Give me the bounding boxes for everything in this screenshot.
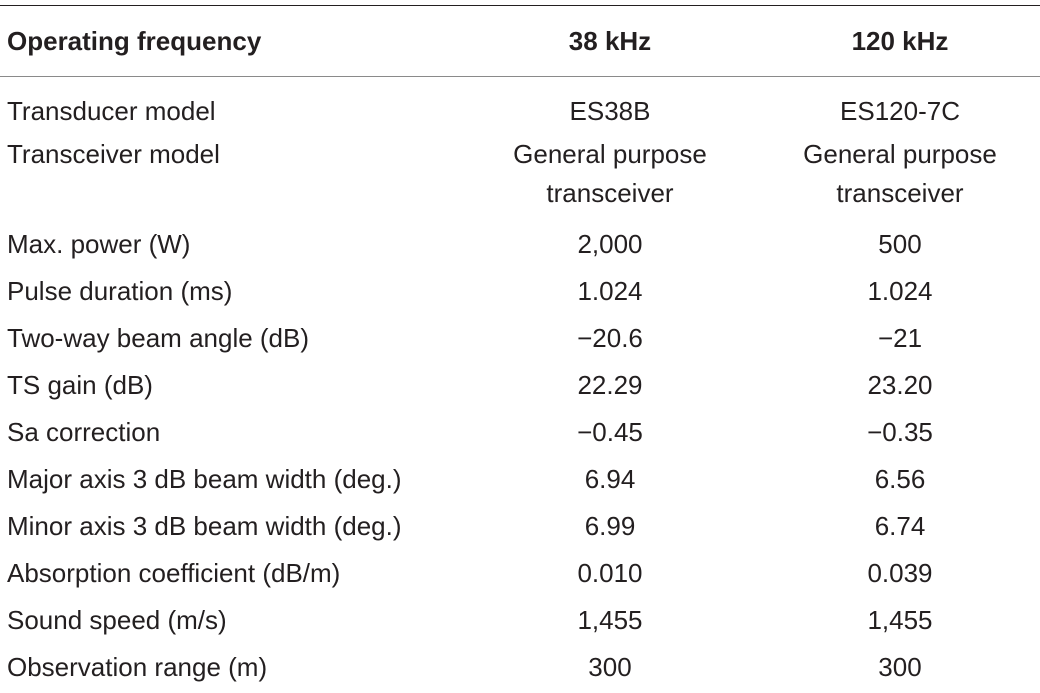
value-120khz: 1.024 <box>760 260 1040 307</box>
cell-text-line: 6.56 <box>874 464 926 494</box>
row-label: Sa correction <box>7 417 161 447</box>
row-label: Transceiver model <box>7 139 220 169</box>
value-120khz: General purpose transceiver <box>760 127 1040 213</box>
cell-text-line: 500 <box>878 229 922 259</box>
cell-text-line: 300 <box>878 652 922 682</box>
table-body: Transducer model ES38B ES120-7C Transceiver… <box>0 76 1040 683</box>
cell-text-line: transceiver <box>546 178 674 208</box>
value-120khz: ES120-7C <box>760 76 1040 127</box>
value-120khz: 6.74 <box>760 495 1040 542</box>
cell-text-line: 6.99 <box>584 511 636 541</box>
table-row: Transceiver model General purpose transcei… <box>0 127 1040 213</box>
cell-text-line: 300 <box>588 652 632 682</box>
value-38khz: 6.99 <box>460 495 760 542</box>
row-label: TS gain (dB) <box>7 370 153 400</box>
table-row: Transducer model ES38B ES120-7C <box>0 76 1040 127</box>
value-38khz: −0.45 <box>460 401 760 448</box>
value-38khz: 22.29 <box>460 354 760 401</box>
value-120khz: 300 <box>760 636 1040 683</box>
value-120khz: −21 <box>760 307 1040 354</box>
row-label: Max. power (W) <box>7 229 191 259</box>
cell-text-line: 6.74 <box>874 511 926 541</box>
row-label: Transducer model <box>7 96 216 126</box>
cell-text-line: 6.94 <box>584 464 636 494</box>
cell-text-line: −21 <box>877 323 923 353</box>
table-row: Absorption coefficient (dB/m) 0.010 0.039 <box>0 542 1040 589</box>
value-120khz: 1,455 <box>760 589 1040 636</box>
cell-text-line: 1,455 <box>577 605 643 635</box>
value-38khz: 1.024 <box>460 260 760 307</box>
cell-text-line: 1,455 <box>867 605 933 635</box>
table-top-rule <box>0 5 1040 6</box>
header-operating-frequency: Operating frequency <box>7 25 262 56</box>
cell-text-line: ES120-7C <box>840 96 960 126</box>
row-label: Two-way beam angle (dB) <box>7 323 310 353</box>
value-38khz: 300 <box>460 636 760 683</box>
table-header-row: Operating frequency 38 kHz 120 kHz <box>0 6 1040 76</box>
row-label: Minor axis 3 dB beam width (deg.) <box>7 511 402 541</box>
table-row: Two-way beam angle (dB) −20.6 −21 <box>0 307 1040 354</box>
row-label: Sound speed (m/s) <box>7 605 227 635</box>
table-header-rule <box>0 76 1040 77</box>
value-38khz: 2,000 <box>460 213 760 260</box>
cell-text-line: −0.35 <box>867 417 933 447</box>
cell-text-line: General purpose <box>803 139 997 169</box>
value-38khz: −20.6 <box>460 307 760 354</box>
cell-text-line: −20.6 <box>577 323 643 353</box>
table-row: Major axis 3 dB beam width (deg.) 6.94 6.5… <box>0 448 1040 495</box>
value-38khz: ES38B <box>460 76 760 127</box>
value-120khz: 23.20 <box>760 354 1040 401</box>
value-120khz: 0.039 <box>760 542 1040 589</box>
table-row: Sa correction −0.45 −0.35 <box>0 401 1040 448</box>
cell-text-line: 2,000 <box>577 229 643 259</box>
table-row: TS gain (dB) 22.29 23.20 <box>0 354 1040 401</box>
header-38khz: 38 kHz <box>568 25 652 56</box>
row-label: Pulse duration (ms) <box>7 276 233 306</box>
cell-text-line: −0.45 <box>577 417 643 447</box>
cell-text-line: General purpose <box>513 139 707 169</box>
cell-text-line: ES38B <box>569 96 651 126</box>
echosounder-settings-table: Operating frequency 38 kHz 120 kHz Trans… <box>0 6 1040 683</box>
row-label: Major axis 3 dB beam width (deg.) <box>7 464 402 494</box>
cell-text-line: 1.024 <box>577 276 643 306</box>
row-label: Absorption coefficient (dB/m) <box>7 558 341 588</box>
cell-text-line: 1.024 <box>867 276 933 306</box>
cell-text-line: 23.20 <box>867 370 933 400</box>
header-120khz: 120 kHz <box>851 25 949 56</box>
value-120khz: 500 <box>760 213 1040 260</box>
table-row: Pulse duration (ms) 1.024 1.024 <box>0 260 1040 307</box>
value-120khz: −0.35 <box>760 401 1040 448</box>
row-label: Observation range (m) <box>7 652 268 682</box>
value-38khz: General purpose transceiver <box>460 127 760 213</box>
value-38khz: 1,455 <box>460 589 760 636</box>
table-row: Observation range (m) 300 300 <box>0 636 1040 683</box>
table-row: Sound speed (m/s) 1,455 1,455 <box>0 589 1040 636</box>
value-120khz: 6.56 <box>760 448 1040 495</box>
value-38khz: 0.010 <box>460 542 760 589</box>
cell-text-line: 0.010 <box>577 558 643 588</box>
value-38khz: 6.94 <box>460 448 760 495</box>
table-row: Minor axis 3 dB beam width (deg.) 6.99 6.7… <box>0 495 1040 542</box>
table-row: Max. power (W) 2,000 500 <box>0 213 1040 260</box>
cell-text-line: transceiver <box>836 178 964 208</box>
cell-text-line: 0.039 <box>867 558 933 588</box>
cell-text-line: 22.29 <box>577 370 643 400</box>
